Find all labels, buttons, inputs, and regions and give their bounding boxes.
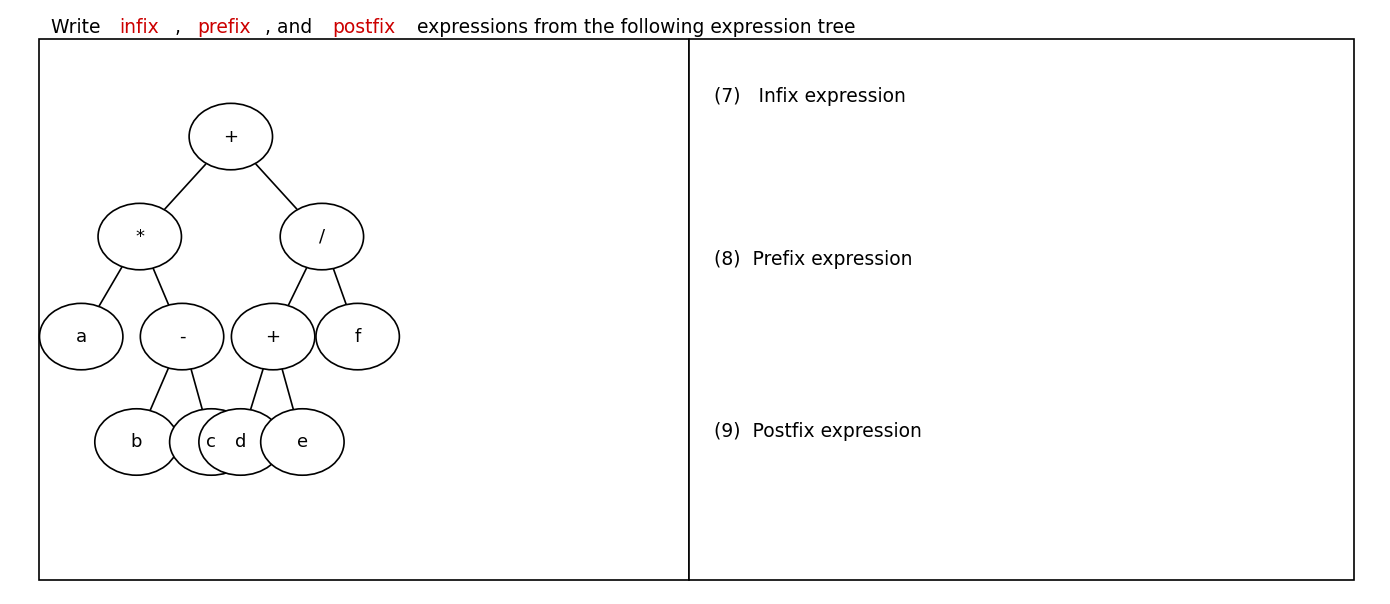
Text: , and: , and: [265, 18, 318, 37]
Text: infix: infix: [120, 18, 158, 37]
Ellipse shape: [199, 409, 282, 475]
Text: (7)   Infix expression: (7) Infix expression: [714, 87, 906, 106]
Ellipse shape: [316, 303, 399, 370]
Ellipse shape: [281, 204, 364, 270]
Ellipse shape: [140, 303, 224, 370]
Bar: [689, 39, 1354, 580]
Text: f: f: [354, 327, 361, 345]
Bar: [39, 39, 689, 580]
Text: a: a: [75, 327, 86, 345]
Text: +: +: [224, 127, 238, 146]
Text: postfix: postfix: [332, 18, 396, 37]
Ellipse shape: [39, 303, 122, 370]
Text: Write: Write: [51, 18, 107, 37]
Text: c: c: [206, 433, 217, 451]
Text: d: d: [235, 433, 246, 451]
Text: ,: ,: [175, 18, 188, 37]
Ellipse shape: [99, 204, 182, 270]
Ellipse shape: [170, 409, 253, 475]
Ellipse shape: [95, 409, 178, 475]
Text: expressions from the following expression tree: expressions from the following expressio…: [411, 18, 856, 37]
Text: prefix: prefix: [197, 18, 252, 37]
Ellipse shape: [231, 303, 314, 370]
Ellipse shape: [189, 103, 272, 170]
Text: +: +: [265, 327, 281, 345]
Text: *: *: [135, 228, 145, 246]
Text: e: e: [297, 433, 309, 451]
Text: (9)  Postfix expression: (9) Postfix expression: [714, 422, 923, 442]
Text: b: b: [131, 433, 142, 451]
Text: /: /: [318, 228, 325, 246]
Text: (8)  Prefix expression: (8) Prefix expression: [714, 250, 913, 269]
Text: -: -: [179, 327, 185, 345]
Ellipse shape: [261, 409, 345, 475]
